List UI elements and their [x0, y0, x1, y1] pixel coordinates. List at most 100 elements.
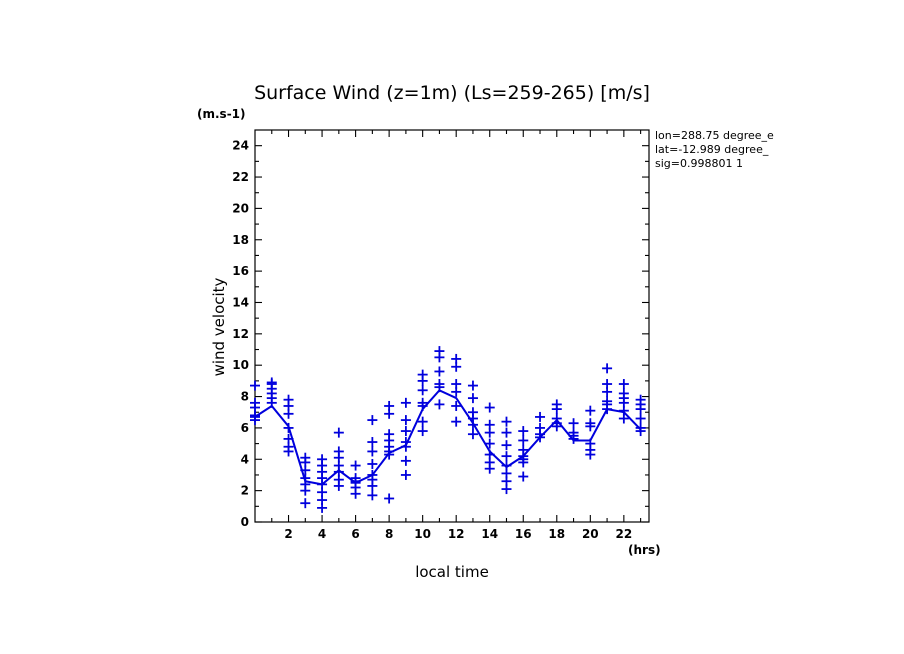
y-tick-label: 6 [241, 421, 249, 435]
scatter-point [350, 460, 361, 471]
info-line-lat: lat=-12.989 degree_ [655, 143, 769, 156]
scatter-point [300, 498, 311, 509]
scatter-point [518, 426, 529, 437]
y-tick-label: 10 [232, 358, 249, 372]
scatter-point [551, 421, 562, 432]
scatter-point [551, 404, 562, 415]
chart-title: Surface Wind (z=1m) (Ls=259-265) [m/s] [254, 82, 650, 104]
x-tick-label: 10 [414, 527, 431, 541]
scatter-point [417, 416, 428, 427]
scatter-point [618, 379, 629, 390]
scatter-point [417, 385, 428, 396]
scatter-point [434, 352, 445, 363]
scatter-point [585, 449, 596, 460]
scatter-point [501, 484, 512, 495]
scatter-point [367, 490, 378, 501]
scatter-point [384, 493, 395, 504]
scatter-point [317, 502, 328, 513]
y-tick-label: 4 [241, 452, 249, 466]
scatter-point [451, 361, 462, 372]
unit-label: (m.s-1) [197, 107, 246, 121]
scatter-point [451, 416, 462, 427]
x-tick-label: 20 [582, 527, 599, 541]
scatter-point [568, 418, 579, 429]
scatter-point [585, 421, 596, 432]
scatter-point [333, 427, 344, 438]
x-tick-label: 16 [515, 527, 532, 541]
plot-frame [254, 129, 650, 523]
scatter-point [602, 363, 613, 374]
scatter-point [417, 375, 428, 386]
scatter-point [467, 380, 478, 391]
y-axis-label: wind velocity [210, 277, 228, 376]
x-tick-label: 2 [284, 527, 292, 541]
scatter-point [350, 488, 361, 499]
scatter-point [484, 402, 495, 413]
info-clip-mask [780, 128, 904, 174]
scatter-point [618, 413, 629, 424]
scatter-point [467, 393, 478, 404]
scatter-point [400, 455, 411, 466]
x-tick-label: 22 [615, 527, 632, 541]
scatter-point [434, 366, 445, 377]
y-tick-label: 16 [232, 264, 249, 278]
scatter-point [283, 408, 294, 419]
x-tick-label: 14 [481, 527, 498, 541]
scatter-point [635, 413, 646, 424]
scatter-point [451, 386, 462, 397]
scatter-point [367, 458, 378, 469]
scatter-point [518, 457, 529, 468]
y-tick-label: 12 [232, 327, 249, 341]
scatter-point [384, 408, 395, 419]
scatter-point [535, 411, 546, 422]
x-axis-label: local time [415, 563, 489, 581]
x-tick-label: 12 [448, 527, 465, 541]
scatter-point [501, 440, 512, 451]
scatter-point [300, 485, 311, 496]
y-tick-label: 18 [232, 233, 249, 247]
scatter-point [484, 438, 495, 449]
y-tick-label: 24 [232, 139, 249, 153]
x-tick-label: 18 [548, 527, 565, 541]
scatter-point [400, 426, 411, 437]
scatter-point [518, 435, 529, 446]
scatter-point [518, 471, 529, 482]
x-axis: 2 4 6 8 10 12 14 16 18 20 22 [271, 130, 642, 541]
y-tick-label: 8 [241, 390, 249, 404]
x-unit-label: (hrs) [628, 543, 661, 557]
scatter-point [417, 426, 428, 437]
y-tick-label: 20 [232, 201, 249, 215]
scatter-point [635, 426, 646, 437]
mean-series-line [254, 389, 642, 486]
scatter-point [585, 405, 596, 416]
scatter-point [367, 446, 378, 457]
x-tick-label: 8 [385, 527, 393, 541]
info-block: lon=288.75 degree_e lat=-12.989 degree_ … [655, 129, 774, 170]
scatter-point [501, 451, 512, 462]
scatter-point [467, 429, 478, 440]
scatter-point [367, 437, 378, 448]
x-tick-label: 6 [351, 527, 359, 541]
scatter-point [400, 397, 411, 408]
scatter-point [484, 463, 495, 474]
scatter-point [400, 469, 411, 480]
scatter-point [266, 383, 277, 394]
scatter-point [602, 386, 613, 397]
scatter-point [400, 415, 411, 426]
scatter-point [635, 404, 646, 415]
info-line-lon: lon=288.75 degree_e [655, 129, 774, 142]
scatter-point [250, 380, 260, 391]
scatter-point [367, 480, 378, 491]
y-tick-label: 2 [241, 484, 249, 498]
scatter-point [333, 480, 344, 491]
scatter-point [451, 400, 462, 411]
scatter-point [484, 427, 495, 438]
y-tick-label: 22 [232, 170, 249, 184]
scatter-point [367, 415, 378, 426]
y-tick-label: 0 [241, 515, 249, 529]
scatter-points [250, 346, 646, 513]
info-line-sig: sig=0.998801 1 [655, 157, 743, 170]
scatter-point [283, 446, 294, 457]
